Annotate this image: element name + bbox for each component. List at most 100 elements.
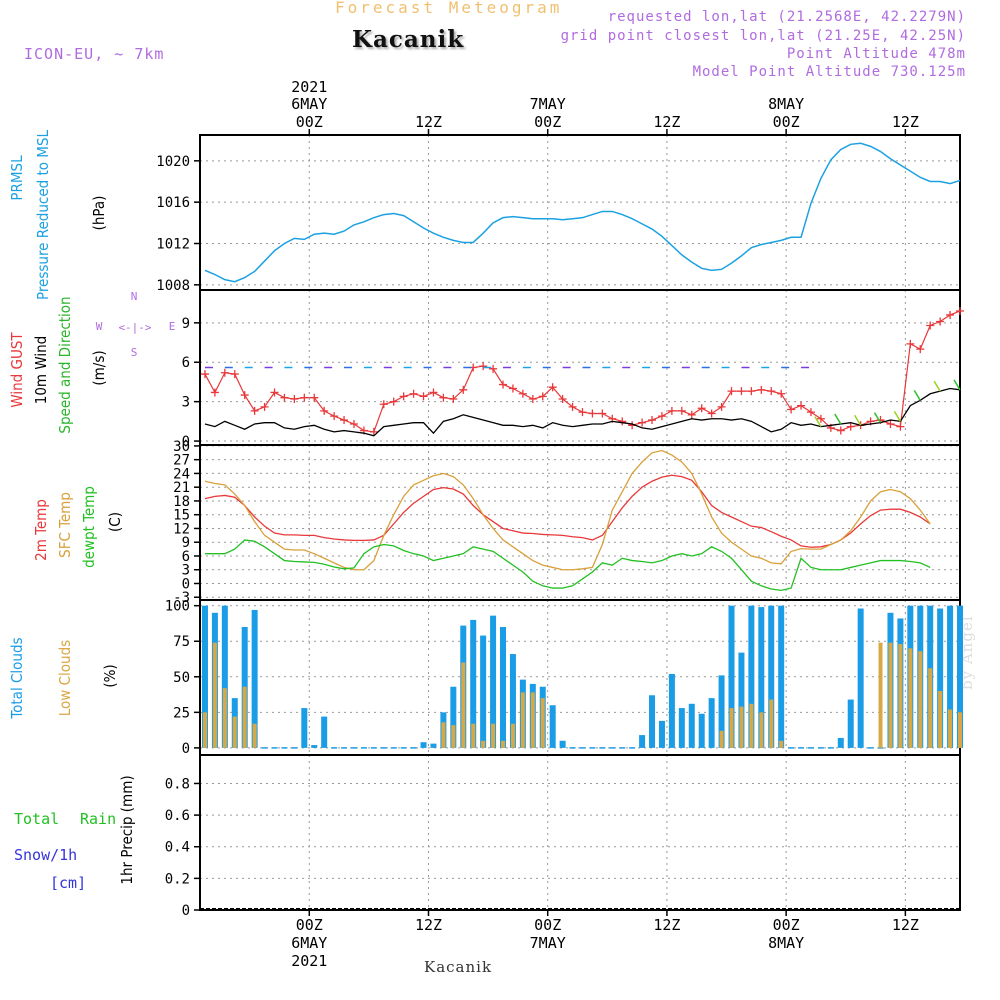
side-label: Pressure Reduced to MSL [34,129,52,300]
gust-marker [369,427,378,436]
gust-marker [409,389,418,398]
gust-marker [598,409,607,418]
low-cloud-bar [958,712,962,748]
low-cloud-bar [769,699,774,748]
total-cloud-bar [420,742,427,748]
total-cloud-bar [649,695,656,748]
legend-rain: Rain [80,810,116,828]
total-cloud-bar [718,675,725,748]
total-cloud-bar [728,605,735,748]
low-cloud-bar [222,688,227,748]
gust-marker [767,387,776,396]
low-cloud-bar [491,723,496,748]
low-cloud-bar [481,740,486,748]
x-tick-label: 12Z [653,916,680,934]
legend-snow: Snow/1h [14,846,77,864]
total-cloud-bar [311,745,318,748]
total-cloud-bar [847,699,854,748]
y-tick-label: 75 [173,634,190,650]
total-cloud-bar [509,654,516,748]
wind-arrow [834,413,842,425]
low-cloud-bar [928,668,933,748]
total-cloud-bar [480,635,487,748]
wind-arrow [933,380,941,392]
gust-marker [290,395,299,404]
gust-marker [747,387,756,396]
total-cloud-bar [490,615,497,748]
low-cloud-bar [918,651,923,748]
y-tick-label: 30 [173,439,190,455]
compass-n: N [131,290,138,303]
gust-marker [797,401,806,410]
side-label: Low Clouds [56,640,74,716]
x-tick-label: 00Z [296,113,323,131]
gust-marker [220,368,229,377]
gust-marker [459,385,468,394]
gust-marker [538,392,547,401]
gust-marker [757,385,766,394]
low-cloud-bar [441,722,446,748]
total-cloud-bar [549,705,556,748]
gust-marker [320,406,329,415]
y-tick-label: 0.8 [165,776,190,792]
x-year-label: 2021 [291,952,327,970]
low-cloud-bar [540,698,545,748]
model-altitude: Model Point Altitude 730.125m [692,64,966,80]
low-cloud-bar [530,692,535,748]
gust-marker [816,414,825,423]
x-tick-label: 12Z [892,113,919,131]
compass-s: S [131,346,138,359]
y-tick-label: 15 [173,508,190,524]
gust-marker [836,426,845,435]
y-tick-label: -3 [173,590,190,606]
total-cloud-bar [500,627,507,748]
gust-marker [379,400,388,409]
low-cloud-bar [451,725,456,748]
gust-marker [568,402,577,411]
gust-marker [230,370,239,379]
low-cloud-bar [719,730,724,748]
panel-frame-temperature [199,444,961,601]
wind-line [204,387,961,437]
y-tick-label: 0 [182,434,190,450]
total-cloud-bar [768,605,775,748]
low-cloud-bar [908,648,913,748]
wind-arrow [873,412,882,424]
y-tick-label: 25 [173,705,190,721]
total-cloud-bar [758,607,765,748]
side-label: 10m Wind [32,336,50,405]
gust-marker [340,416,349,425]
total-cloud-bar [778,605,785,748]
total-cloud-bar [688,703,695,748]
gust-marker [588,409,597,418]
temp-2m-line [204,474,931,548]
total-cloud-bar [668,673,675,748]
y-axis-label: (%) [101,664,119,687]
gust-marker [578,408,587,417]
gust-marker [946,310,955,319]
low-cloud-bar [252,723,257,748]
app-title: Forecast Meteogram [335,0,563,17]
gust-marker [200,370,209,379]
low-cloud-bar [242,686,247,748]
y-tick-label: 1020 [156,154,190,170]
compass-e: E [169,320,176,333]
dewpt-line [204,539,931,592]
low-cloud-bar [461,662,466,748]
gust-marker [558,395,567,404]
pressure-line [204,142,961,283]
gust-marker [280,393,289,402]
low-cloud-bar [232,716,237,748]
gust-marker [727,387,736,396]
y-tick-label: 1016 [156,195,190,211]
gust-marker [618,417,627,426]
gust-marker [667,406,676,415]
x-year-label: 2021 [291,78,327,96]
panel-frame-wind [199,289,961,446]
y-tick-label: 9 [182,316,190,332]
side-label: dewpt Temp [80,486,98,568]
gust-marker [508,384,517,393]
low-cloud-bar [888,642,893,748]
panel-frame-precip [199,754,961,911]
wind-arrow [893,410,902,422]
